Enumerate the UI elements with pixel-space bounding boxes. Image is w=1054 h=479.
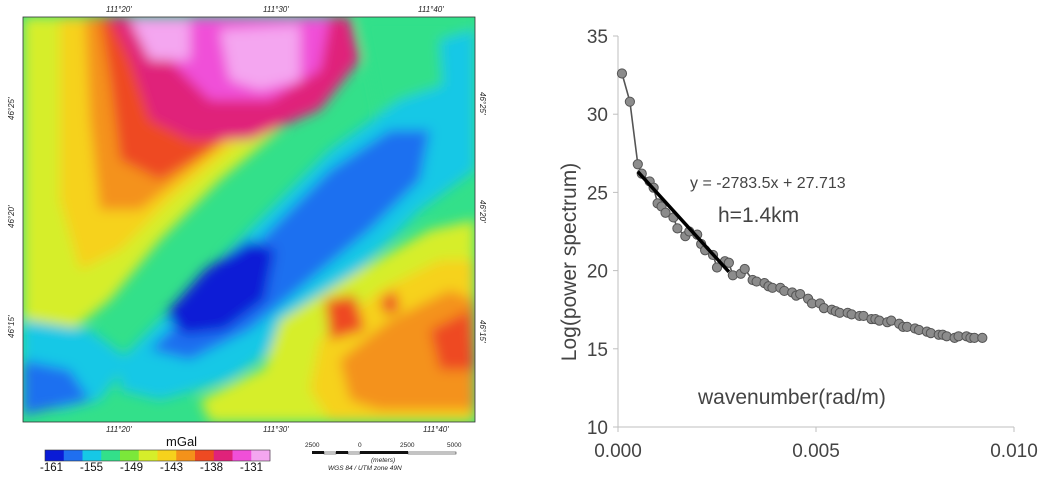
- colorbar-swatch: [138, 450, 158, 461]
- colorbar-swatch: [251, 450, 271, 461]
- gravity-anomaly-map: 111°20' 111°30' 111°40' 111°20' 111°30' …: [0, 0, 490, 474]
- map-right-tick-3: 46°15': [478, 320, 487, 343]
- data-point: [977, 332, 988, 343]
- data-point: [723, 257, 734, 268]
- y-axis: 10 15 20 25 30 35: [587, 27, 619, 439]
- scale-bar: 2500 0 2500 5000 (meters) WGS 84 / UTM z…: [305, 442, 462, 472]
- y-tick-label: 25: [587, 183, 608, 204]
- scale-label-1: 2500: [305, 442, 320, 449]
- trendline-segment: [636, 170, 731, 274]
- colorbar-label-5: -138: [200, 462, 223, 474]
- map-top-tick-3: 111°40': [418, 5, 444, 14]
- map-svg: 111°20' 111°30' 111°40' 111°20' 111°30' …: [7, 5, 487, 474]
- chart-svg: 10 15 20 25 30 35 0.000 0.005 0.010 Log(power s…: [558, 27, 1038, 462]
- colorbar-swatch: [213, 450, 233, 461]
- colorbar-swatch: [101, 450, 121, 461]
- colorbar-label-6: -131: [240, 462, 263, 474]
- gravity-field: [23, 17, 475, 422]
- scale-projection: WGS 84 / UTM zone 49N: [328, 465, 402, 472]
- colorbar-swatch: [82, 450, 102, 461]
- colorbar-swatches: [44, 449, 271, 462]
- scale-label-4: 5000: [447, 442, 462, 449]
- colorbar: mGal -161 -155 -149 -143 -138 -131: [40, 434, 271, 474]
- data-point: [795, 288, 806, 300]
- colorbar-swatch: [195, 450, 215, 461]
- scale-unit: (meters): [371, 457, 395, 464]
- data-point: [624, 96, 635, 107]
- trendline: [636, 170, 731, 274]
- x-tick-label: 0.005: [792, 441, 840, 462]
- y-tick-label: 35: [587, 27, 608, 48]
- trendline-equation: y = -2783.5x + 27.713: [690, 175, 846, 192]
- depth-annotation: h=1.4km: [718, 204, 799, 227]
- y-tick-label: 15: [587, 340, 608, 361]
- data-point: [616, 68, 628, 79]
- map-left-tick-3: 46°15': [7, 315, 16, 338]
- x-tick-label: 0.000: [594, 441, 642, 462]
- scale-label-2: 0: [358, 442, 362, 449]
- map-right-tick-1: 46°25': [478, 92, 487, 115]
- map-top-tick-1: 111°20': [106, 5, 132, 14]
- colorbar-swatch: [120, 450, 140, 461]
- y-tick-label: 30: [587, 105, 608, 126]
- colorbar-title: mGal: [166, 434, 197, 449]
- x-axis: 0.000 0.005 0.010: [594, 426, 1038, 462]
- power-spectrum-chart: 10 15 20 25 30 35 0.000 0.005 0.010 Log(power s…: [540, 0, 1054, 474]
- colorbar-swatch: [176, 450, 196, 461]
- y-tick-label: 10: [587, 418, 608, 439]
- data-point: [672, 223, 683, 234]
- data-point: [711, 262, 723, 273]
- data-point: [660, 207, 671, 218]
- map-bottom-tick-2: 111°30': [263, 425, 289, 434]
- colorbar-label-4: -143: [160, 462, 183, 474]
- colorbar-label-2: -155: [80, 462, 103, 474]
- map-left-tick-1: 46°25': [7, 97, 16, 120]
- series-points: [616, 68, 988, 343]
- colorbar-swatch: [232, 450, 252, 461]
- colorbar-swatch: [157, 450, 177, 461]
- map-bottom-tick-3: 111°40': [423, 425, 449, 434]
- colorbar-label-1: -161: [40, 462, 63, 474]
- colorbar-label-3: -149: [120, 462, 143, 474]
- colorbar-swatch: [45, 450, 65, 461]
- data-point: [632, 159, 643, 170]
- x-axis-label: wavenumber(rad/m): [697, 386, 886, 409]
- y-axis-label: Log(power spectrum): [558, 163, 581, 361]
- data-point: [739, 263, 750, 275]
- x-tick-label: 0.010: [990, 441, 1038, 462]
- map-bottom-tick-1: 111°20': [106, 425, 132, 434]
- scale-label-3: 2500: [400, 442, 415, 449]
- map-top-tick-2: 111°30': [263, 5, 289, 14]
- y-tick-label: 20: [587, 262, 608, 283]
- map-right-tick-2: 46°20': [478, 200, 487, 223]
- colorbar-swatch: [63, 450, 83, 461]
- map-left-tick-2: 46°20': [7, 205, 16, 228]
